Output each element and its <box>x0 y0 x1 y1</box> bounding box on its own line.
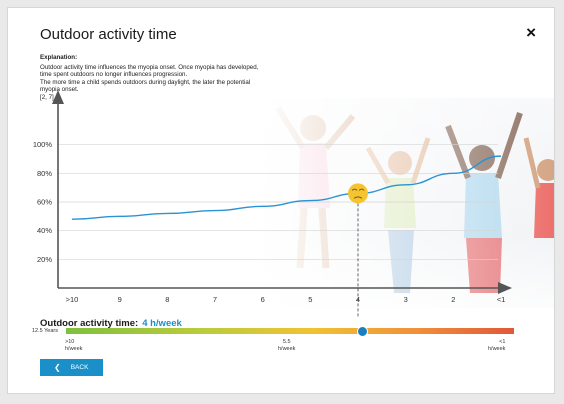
activity-slider-track[interactable] <box>66 328 514 334</box>
explanation-text: The more time a child spends outdoors du… <box>40 78 251 94</box>
y-tick-label: 20% <box>37 255 52 264</box>
explanation-heading: Explanation: <box>40 54 78 61</box>
sad-face-icon <box>348 183 368 204</box>
slider-label-unit: h/week <box>278 345 296 352</box>
x-tick-label: 6 <box>261 295 265 304</box>
myopia-risk-chart: 20%40%60%80%100%>1098765432<1 <box>33 90 512 318</box>
activity-time-label: Outdoor activity time: 4 h/week <box>40 318 182 329</box>
slider-label-mid: 5.5 h/week <box>278 339 295 352</box>
x-axis-arrow <box>498 282 512 294</box>
slider-label-value: 5.5 <box>282 339 291 345</box>
back-button[interactable]: ❮ BACK <box>40 359 103 376</box>
series-line <box>71 155 502 220</box>
slider-label-unit: h/week <box>488 345 506 352</box>
age-label: 12.5 Years <box>32 328 58 334</box>
x-tick-label: 8 <box>165 295 169 304</box>
close-icon[interactable]: × <box>526 23 536 42</box>
slider-label-value: <1 <box>499 339 506 345</box>
y-tick-label: 100% <box>33 140 53 149</box>
slider-label-unit: h/week <box>65 345 83 352</box>
x-tick-label: 2 <box>451 295 455 304</box>
y-axis-arrow <box>52 90 64 104</box>
slider-label-value: >10 <box>65 339 75 345</box>
dialog-title: Outdoor activity time <box>40 26 177 43</box>
y-tick-label: 40% <box>37 226 52 235</box>
activity-slider-handle[interactable] <box>356 326 368 337</box>
x-tick-label: 9 <box>118 295 122 304</box>
x-tick-label: 3 <box>404 295 408 304</box>
explanation-refs: [2, 7] <box>40 93 54 101</box>
chevron-left-icon: ❮ <box>54 363 61 372</box>
back-button-label: BACK <box>70 364 89 371</box>
y-tick-label: 80% <box>37 169 52 178</box>
x-tick-label: >10 <box>66 295 79 304</box>
x-tick-label: 7 <box>213 295 217 304</box>
explanation-text: Outdoor activity time influences the myo… <box>40 63 259 79</box>
dialog: Outdoor activity time × Explanation: Out… <box>7 7 555 394</box>
activity-time-caption: Outdoor activity time: <box>40 318 139 329</box>
y-tick-label: 60% <box>37 198 52 207</box>
x-tick-label: 5 <box>308 295 312 304</box>
slider-label-min: >10 h/week <box>65 339 82 352</box>
explanation-panel: Explanation: Outdoor activity time influ… <box>40 54 270 102</box>
slider-label-max: <1 h/week <box>488 339 505 352</box>
x-tick-label: <1 <box>497 295 506 304</box>
activity-time-value: 4 h/week <box>142 318 182 329</box>
